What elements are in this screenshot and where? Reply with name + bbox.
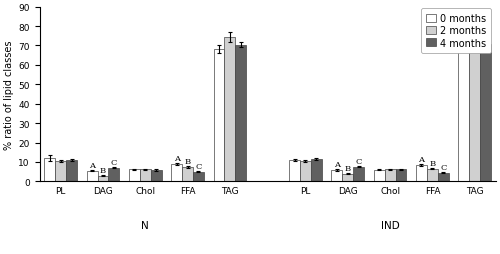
Text: C: C [356,157,362,165]
Bar [396,169,406,182]
Bar [214,50,224,182]
Bar [438,173,448,182]
Bar [129,169,140,182]
Bar [56,161,66,182]
Text: C: C [110,158,117,166]
Text: N: N [142,220,149,230]
Bar [480,44,491,182]
Bar [86,171,98,182]
Bar [342,174,353,182]
Bar [66,160,77,182]
Bar [151,170,162,182]
Bar [98,176,108,182]
Text: C: C [196,162,202,170]
Bar [353,167,364,182]
Bar [469,40,480,182]
Legend: 0 months, 2 months, 4 months: 0 months, 2 months, 4 months [422,9,491,53]
Text: C: C [440,163,446,171]
Bar [332,170,342,182]
Text: A: A [418,155,424,163]
Bar [416,165,427,182]
Text: A: A [89,161,95,169]
Bar [193,172,204,182]
Text: B: B [100,166,106,174]
Text: A: A [174,154,180,162]
Bar [374,170,384,182]
Text: B: B [430,159,436,167]
Bar [140,169,151,182]
Text: IND: IND [380,220,400,230]
Text: B: B [344,164,351,172]
Bar [224,38,235,182]
Bar [44,158,56,182]
Bar [384,169,396,182]
Bar [300,161,311,182]
Bar [108,168,120,182]
Text: B: B [184,157,190,165]
Bar [236,45,246,182]
Bar [289,160,300,182]
Y-axis label: % ratio of lipid classes: % ratio of lipid classes [4,40,14,149]
Bar [172,164,182,182]
Bar [458,48,469,182]
Bar [182,167,193,182]
Text: A: A [334,161,340,169]
Bar [427,169,438,182]
Bar [311,160,322,182]
